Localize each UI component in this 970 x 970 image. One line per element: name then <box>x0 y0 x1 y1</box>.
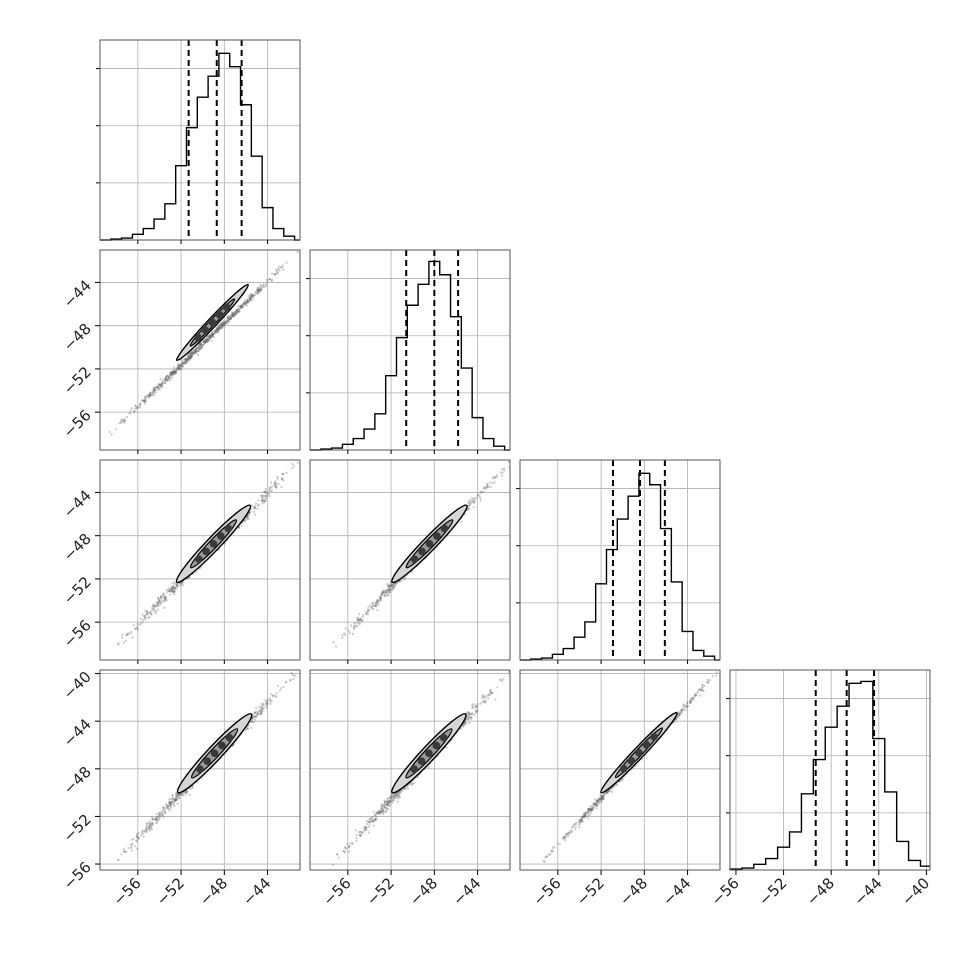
scatter-panel-1-0 <box>99 249 301 451</box>
contour-core-dot <box>439 733 448 742</box>
x-tick-label: −52 <box>573 874 608 909</box>
histogram-step <box>729 680 930 870</box>
panel-frame <box>309 249 511 451</box>
x-tick-label: −48 <box>803 874 838 909</box>
scatter-panel-2-1 <box>309 459 511 661</box>
histogram-panel-0 <box>96 39 301 241</box>
scatter-panel-2-0 <box>99 459 301 661</box>
contour-core-dot <box>425 539 434 548</box>
panel-frame <box>729 669 931 871</box>
x-tick-label: −56 <box>530 874 565 909</box>
x-tick-label: −52 <box>755 874 790 909</box>
contour-core-dot <box>410 555 419 563</box>
panel-frame <box>99 249 301 451</box>
x-tick-label: −56 <box>110 874 145 909</box>
contour-core-dot <box>418 547 426 556</box>
histogram-step <box>100 52 300 241</box>
contour-core-dot <box>224 524 233 533</box>
contour-core-dot <box>222 303 231 312</box>
contour-core-dot <box>417 757 426 765</box>
y-tick-label: −48 <box>60 763 95 798</box>
y-tick-label: −44 <box>60 277 95 312</box>
contour-core-dot <box>619 764 628 773</box>
contour-core-dot <box>432 741 441 750</box>
contour-core-dot <box>196 765 204 773</box>
contour-core-dot <box>194 333 202 342</box>
panel-frame <box>99 669 301 871</box>
contour-core-dot <box>433 532 441 540</box>
x-tick-label: −52 <box>153 874 188 909</box>
y-tick-label: −40 <box>60 668 95 703</box>
contour-core-dot <box>202 547 210 556</box>
y-tick-label: −44 <box>60 487 95 522</box>
contour-core-dot <box>440 524 449 533</box>
panel-frame <box>309 669 511 871</box>
y-tick-label: −44 <box>60 715 95 750</box>
contour-core-dot <box>218 741 226 750</box>
x-tick-label: −48 <box>616 874 651 909</box>
y-tick-label: −52 <box>60 811 95 846</box>
x-tick-label: −56 <box>320 874 355 909</box>
scatter-points <box>108 251 299 436</box>
scatter-points <box>116 671 296 862</box>
x-tick-label: −44 <box>659 874 694 909</box>
x-tick-label: −52 <box>363 874 398 909</box>
contour-core-dot <box>425 749 433 758</box>
scatter-panel-3-1 <box>309 669 511 871</box>
histogram-panel-1 <box>306 249 511 451</box>
x-tick-label: −48 <box>406 874 441 909</box>
x-tick-label: −44 <box>851 874 886 909</box>
contour-core-dot <box>201 326 210 334</box>
x-tick-label: −44 <box>239 874 274 909</box>
y-tick-label: −56 <box>60 406 95 441</box>
panel-frame <box>99 39 301 241</box>
panel-frame <box>99 459 301 661</box>
scatter-panel-3-2 <box>519 669 721 871</box>
scatter-panel-3-0 <box>99 669 301 871</box>
scatter-points <box>331 670 510 867</box>
scatter-points <box>332 460 510 648</box>
contour-core-dot <box>225 733 234 742</box>
contour-core-dot <box>209 539 218 548</box>
scatter-points <box>116 461 299 646</box>
y-tick-label: −52 <box>60 363 95 398</box>
x-tick-label: −56 <box>708 874 743 909</box>
histogram-step <box>310 260 510 451</box>
contour-core-dot <box>650 732 658 741</box>
panel-frame <box>309 459 511 661</box>
x-tick-label: −40 <box>898 874 933 909</box>
y-tick-label: −48 <box>60 320 95 355</box>
contour-core-dot <box>203 757 212 765</box>
contour-core-dot <box>210 749 219 758</box>
contour-core-dot <box>635 748 643 757</box>
scatter-points <box>542 671 718 863</box>
contour-core-dot <box>215 311 224 319</box>
y-tick-label: −52 <box>60 573 95 608</box>
histogram-step <box>520 472 720 661</box>
y-tick-label: −48 <box>60 530 95 565</box>
y-tick-label: −56 <box>60 616 95 651</box>
y-tick-label: −56 <box>60 858 95 893</box>
contour-core-dot <box>195 555 203 563</box>
x-tick-label: −44 <box>449 874 484 909</box>
contour-core-dot <box>217 532 225 540</box>
panel-frame <box>519 459 721 661</box>
contour-core-dot <box>410 765 419 773</box>
histogram-panel-3 <box>726 669 931 871</box>
histogram-panel-2 <box>516 459 721 661</box>
x-tick-label: −48 <box>196 874 231 909</box>
contour-core-dot <box>642 740 651 749</box>
contour-core-dot <box>627 756 636 765</box>
panel-frame <box>519 669 721 871</box>
contour-core-dot <box>208 318 217 327</box>
